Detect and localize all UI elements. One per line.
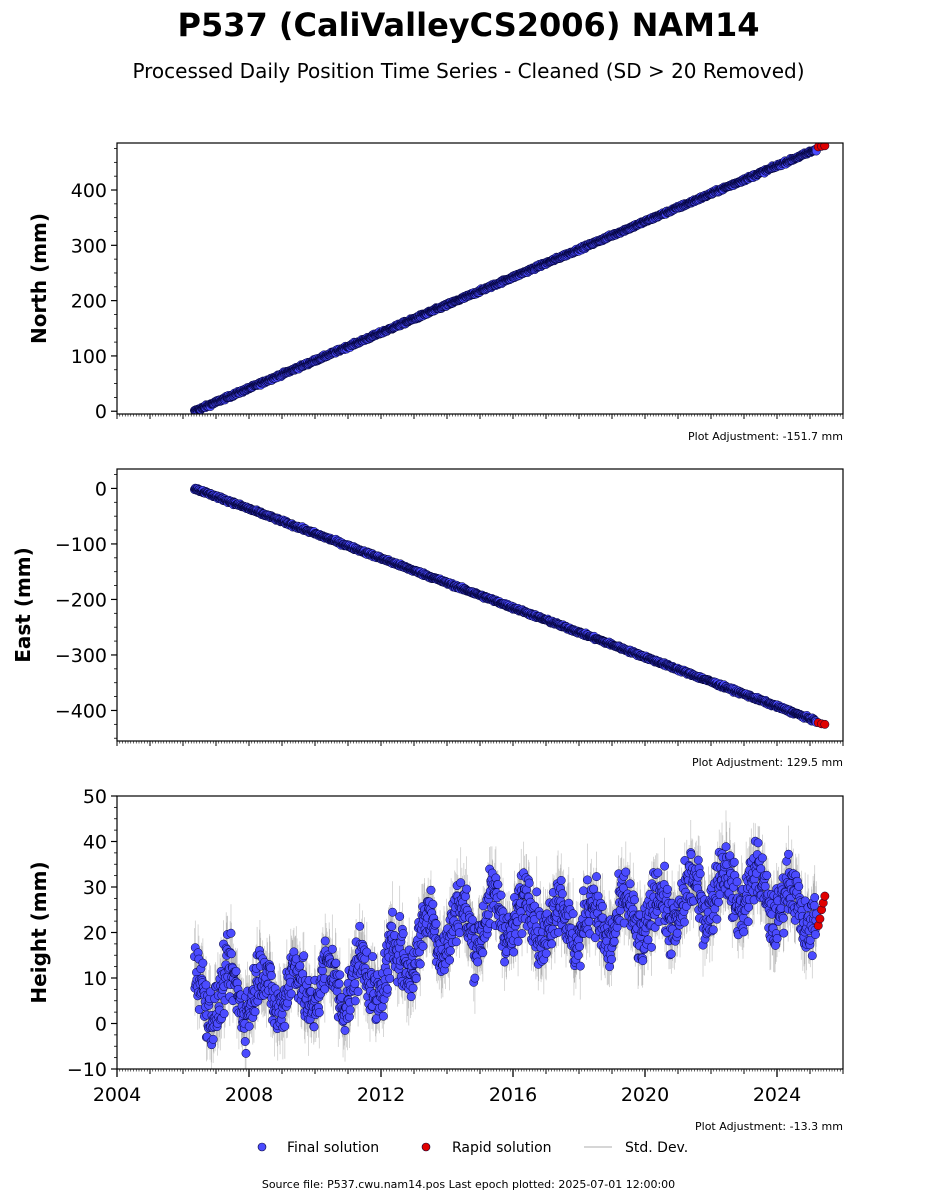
rapid-solution-point xyxy=(820,143,830,151)
y-axis: 0 −100 −200 −300 −400 xyxy=(55,474,117,739)
y-tick-label: 300 xyxy=(71,235,107,257)
x-axis xyxy=(116,741,844,746)
rapid-solution-series xyxy=(813,143,830,152)
rapid-solution-series xyxy=(813,718,830,729)
figure-title: P537 (CaliValleyCS2006) NAM14 xyxy=(177,6,759,44)
x-axis xyxy=(116,414,844,419)
east-panel: 0 −100 −200 −300 −400 East (mm) Plot Adjustmen… xyxy=(11,468,844,769)
y-tick-label: 0 xyxy=(95,401,107,423)
y-tick-label: −200 xyxy=(55,589,107,611)
plot-area xyxy=(190,483,830,729)
y-tick-label: 200 xyxy=(71,291,107,313)
plot-area xyxy=(190,810,830,1069)
y-tick-label: −400 xyxy=(55,700,107,722)
final-solution-series xyxy=(190,483,821,727)
rapid-solution-point xyxy=(820,719,830,729)
plot-area xyxy=(190,143,830,414)
y-axis-label: North (mm) xyxy=(27,213,51,344)
axes-frame xyxy=(116,468,844,742)
y-tick-label: −100 xyxy=(55,534,107,556)
figure-subtitle: Processed Daily Position Time Series - C… xyxy=(132,59,804,83)
y-tick-label: 100 xyxy=(71,346,107,368)
plot-adjustment-label: Plot Adjustment: 129.5 mm xyxy=(692,756,843,769)
y-tick-label: −300 xyxy=(55,645,107,667)
y-axis: 0 100 200 300 400 xyxy=(71,148,117,423)
final-solution-series xyxy=(190,145,821,414)
north-panel: 0 100 200 300 400 North (mm) Plot Adjustment: … xyxy=(27,142,844,443)
y-tick-label: 400 xyxy=(71,180,107,202)
y-tick-label: 0 xyxy=(95,478,107,500)
y-axis-label: East (mm) xyxy=(11,547,35,663)
plot-adjustment-label: Plot Adjustment: -151.7 mm xyxy=(688,430,843,443)
